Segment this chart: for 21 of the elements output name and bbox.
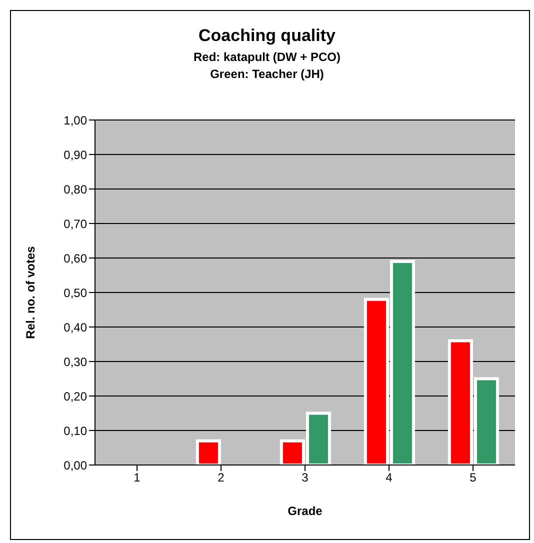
y-tick-label: 0,70 xyxy=(64,216,88,231)
y-tick-label: 0,30 xyxy=(64,354,88,369)
x-tick-label: 2 xyxy=(218,470,225,485)
y-tick-label: 0,90 xyxy=(64,148,88,162)
x-tick-label: 3 xyxy=(302,470,309,485)
x-tick-label: 1 xyxy=(134,470,141,485)
y-tick-label: 0,40 xyxy=(64,320,88,334)
y-tick-label: 0,00 xyxy=(64,458,88,472)
y-tick-label: 0,10 xyxy=(64,424,88,438)
chart-title: Coaching quality xyxy=(198,26,336,46)
bar xyxy=(196,439,221,465)
y-axis-title: Rel. no. of votes xyxy=(23,246,38,339)
x-tick-label: 4 xyxy=(386,470,393,485)
y-tick-label: 0,60 xyxy=(64,251,88,266)
x-axis-title: Grade xyxy=(288,504,323,518)
y-tick-label: 0,20 xyxy=(64,389,88,404)
chart-subtitle: Red: katapult (DW + PCO) Green: Teacher (JH) xyxy=(192,50,342,81)
x-tick-label: 5 xyxy=(470,470,477,485)
y-tick-label: 0,50 xyxy=(64,286,88,300)
y-tick-label: 0,80 xyxy=(64,182,88,196)
y-tick-label: 1,00 xyxy=(64,113,88,128)
